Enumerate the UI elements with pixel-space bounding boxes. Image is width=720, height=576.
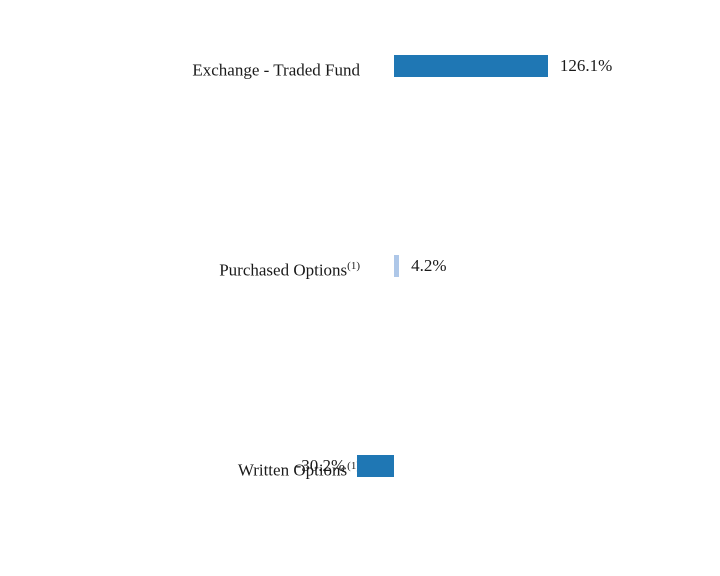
value-label: 126.1% (560, 55, 612, 77)
bar (394, 255, 399, 277)
bar-row: Purchased Options(1) 4.2% (0, 255, 720, 285)
category-label-text: Purchased Options (219, 261, 347, 280)
bar (394, 55, 548, 77)
allocation-bar-chart: Exchange - Traded Fund 126.1% Purchased … (0, 0, 720, 576)
value-label: -30.2% (296, 455, 346, 477)
value-label: 4.2% (411, 255, 446, 277)
bar-row: Written Options(1) -30.2% (0, 455, 720, 485)
category-label-sup: (1) (347, 260, 360, 272)
category-label-text: Exchange - Traded Fund (192, 61, 360, 80)
bar-row: Exchange - Traded Fund 126.1% (0, 55, 720, 85)
category-label: Exchange - Traded Fund (192, 55, 360, 82)
bar (357, 455, 394, 477)
category-label: Purchased Options(1) (219, 255, 360, 282)
